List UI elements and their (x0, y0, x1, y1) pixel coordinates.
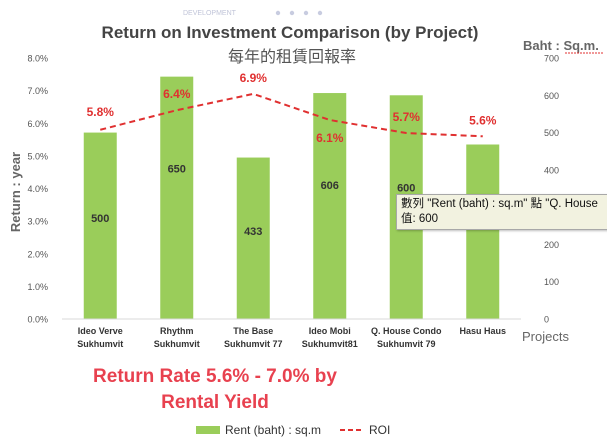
left-tick-label: 6.0% (27, 119, 48, 129)
rent-bar-label: 650 (168, 164, 186, 176)
left-tick-label: 8.0% (27, 54, 48, 64)
category-label: Sukhumvit 77 (224, 339, 283, 349)
roi-label: 6.1% (316, 131, 344, 145)
rent-bar (83, 132, 117, 319)
headline-line-1: Return Rate 5.6% - 7.0% by (93, 366, 337, 387)
roi-labels: 5.8% 6.4% 6.9% 6.1% 5.7% 5.6% (87, 71, 497, 145)
right-tick-label: 100 (544, 277, 559, 287)
category-label: The Base (233, 326, 273, 336)
left-tick-label: 0.0% (27, 315, 48, 325)
right-tick-label: 500 (544, 128, 559, 138)
rent-bar-label: 500 (91, 213, 109, 225)
roi-label: 6.9% (240, 71, 268, 85)
tooltip-line-2: 值: 600 (401, 213, 439, 225)
legend: Rent (baht) : sq.m ROI (196, 423, 390, 437)
roi-line (100, 92, 483, 138)
category-label: Sukhumvit (154, 339, 200, 349)
header-watermark: DEVELOPMENT (183, 10, 237, 17)
category-label: Sukhumvit (77, 339, 123, 349)
roi-label: 5.7% (393, 110, 421, 124)
right-tick-label: 200 (544, 240, 559, 250)
category-label: Sukhumvit 79 (377, 339, 436, 349)
left-axis-ticks: 0.0% 1.0% 2.0% 3.0% 4.0% 5.0% 6.0% 7.0% 8.0% (27, 54, 48, 325)
legend-label-rent: Rent (baht) : sq.m (225, 423, 321, 437)
rent-bar-label: 433 (244, 226, 262, 238)
legend-swatch-rent (196, 426, 220, 434)
right-axis-title: Baht : Sq.m. (523, 38, 599, 53)
roi-label: 6.4% (163, 87, 191, 101)
x-axis-title: Projects (522, 329, 569, 344)
right-tick-label: 400 (544, 165, 559, 175)
left-tick-label: 2.0% (27, 249, 48, 259)
data-point-tooltip: 數列 "Rent (baht) : sq.m" 點 "Q. House 值: 6… (396, 194, 607, 230)
rent-bar-label: 600 (397, 182, 415, 194)
watermark-dots (275, 10, 323, 16)
legend-label-roi: ROI (369, 423, 390, 437)
left-tick-label: 5.0% (27, 151, 48, 161)
right-tick-label: 600 (544, 91, 559, 101)
category-label: Ideo Mobi (309, 326, 351, 336)
rent-bar (160, 76, 194, 320)
rent-bar (313, 93, 347, 319)
category-label: Ideo Verve (78, 326, 123, 336)
category-label: Hasu Haus (459, 326, 506, 336)
rent-bar (466, 144, 500, 319)
right-tick-label: 700 (544, 54, 559, 64)
tooltip-line-1: 數列 "Rent (baht) : sq.m" 點 "Q. House (401, 198, 598, 210)
roi-label: 5.6% (469, 113, 497, 127)
rent-bar (236, 157, 270, 319)
category-labels: Ideo Verve Sukhumvit Rhythm Sukhumvit The Ba… (77, 326, 506, 349)
chart-subtitle: 每年的租賃回報率 (228, 47, 356, 66)
category-label: Sukhumvit81 (302, 339, 358, 349)
chart-title: Return on Investment Comparison (by Proj… (102, 23, 479, 42)
rent-bars (83, 76, 500, 320)
left-tick-label: 3.0% (27, 217, 48, 227)
right-tick-label: 0 (544, 315, 549, 325)
left-tick-label: 1.0% (27, 282, 48, 292)
roi-label: 5.8% (87, 105, 115, 119)
category-label: Rhythm (160, 326, 194, 336)
headline-line-2: Rental Yield (161, 392, 269, 413)
left-tick-label: 4.0% (27, 184, 48, 194)
roi-line-series (100, 92, 483, 138)
right-axis-ticks: 0100200300400500600700 (544, 54, 559, 325)
left-tick-label: 7.0% (27, 86, 48, 96)
category-label: Q. House Condo (371, 326, 442, 336)
rent-bar-label: 606 (321, 180, 339, 192)
left-axis-title: Return : year (8, 152, 23, 232)
